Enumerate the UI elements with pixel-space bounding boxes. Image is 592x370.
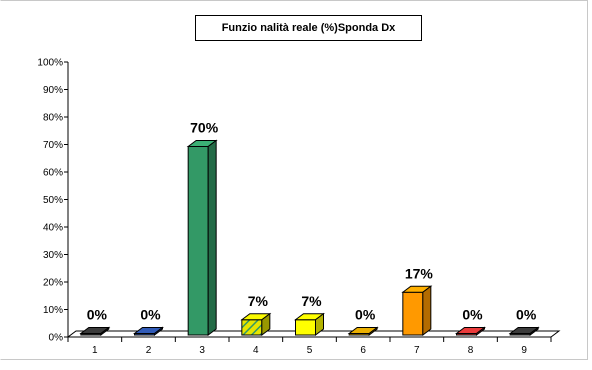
y-tick-label: 100% bbox=[37, 58, 63, 69]
data-label: 0% bbox=[462, 307, 483, 323]
chart-title: Funzio nalità reale (%)Sponda Dx bbox=[195, 15, 422, 41]
x-tick-label: 4 bbox=[253, 345, 259, 356]
y-tick-label: 50% bbox=[43, 195, 63, 206]
y-tick-label: 60% bbox=[43, 168, 63, 179]
bar bbox=[455, 326, 486, 336]
x-tick-label: 3 bbox=[199, 345, 205, 356]
bar bbox=[347, 326, 379, 336]
data-label: 0% bbox=[355, 307, 376, 323]
y-tick-label: 90% bbox=[43, 85, 63, 96]
x-tick-label: 6 bbox=[360, 345, 366, 356]
bar-side bbox=[261, 312, 271, 336]
data-label: 70% bbox=[190, 120, 219, 136]
y-tick-label: 80% bbox=[43, 113, 63, 124]
bar bbox=[401, 285, 433, 336]
bar bbox=[294, 312, 325, 336]
y-tick-label: 40% bbox=[43, 223, 63, 234]
bar-side bbox=[476, 326, 485, 336]
data-label: 0% bbox=[516, 307, 537, 323]
x-tick-label: 7 bbox=[414, 345, 420, 356]
bar-side bbox=[368, 326, 378, 336]
bar-side bbox=[422, 285, 432, 336]
x-tick-label: 8 bbox=[468, 345, 474, 356]
bar bbox=[133, 326, 164, 336]
bar-side bbox=[154, 326, 163, 336]
data-label: 17% bbox=[405, 265, 434, 281]
bar-front bbox=[187, 146, 209, 336]
data-label: 0% bbox=[140, 307, 161, 323]
bar-side bbox=[100, 326, 110, 336]
data-labels: 0% 0% 70% 7% 7% 0% 17% 0% 0% bbox=[87, 120, 537, 323]
bar-front bbox=[295, 319, 316, 336]
data-label: 7% bbox=[248, 293, 269, 309]
x-tick-label: 9 bbox=[521, 345, 527, 356]
bar bbox=[240, 312, 272, 336]
bar bbox=[79, 326, 111, 336]
bar bbox=[508, 326, 540, 336]
bars bbox=[79, 139, 540, 336]
bar-front bbox=[402, 291, 424, 336]
y-tick-label: 0% bbox=[49, 333, 64, 344]
x-tick-label: 5 bbox=[307, 345, 313, 356]
y-tick-label: 20% bbox=[43, 278, 63, 289]
y-tick-label: 10% bbox=[43, 305, 63, 316]
bar-front bbox=[241, 319, 263, 336]
bar bbox=[186, 139, 218, 336]
data-label: 0% bbox=[87, 307, 108, 323]
bar-side bbox=[529, 326, 539, 336]
y-tick-label: 70% bbox=[43, 140, 63, 151]
chart-frame bbox=[0, 0, 588, 360]
y-tick-label: 30% bbox=[43, 250, 63, 261]
x-tick-label: 1 bbox=[92, 345, 98, 356]
data-label: 7% bbox=[301, 293, 322, 309]
x-tick-label: 2 bbox=[146, 345, 152, 356]
bar-side bbox=[207, 139, 217, 336]
bar-side bbox=[315, 312, 324, 336]
